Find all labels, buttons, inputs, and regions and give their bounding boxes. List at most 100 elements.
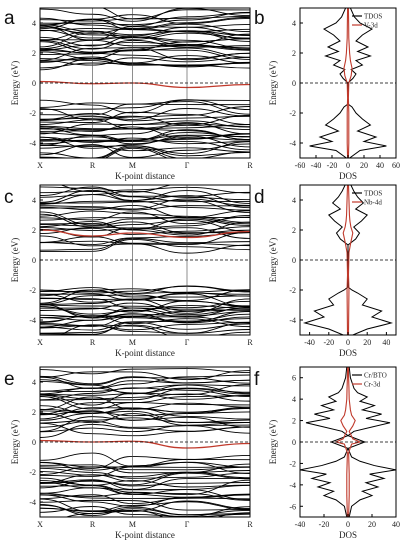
x-tick-label: -20	[327, 161, 338, 170]
band-line	[40, 51, 250, 64]
y-tick-label: -2	[289, 109, 296, 118]
dos-curves	[309, 8, 387, 158]
x-tick-label: R	[90, 161, 96, 170]
y-axis-label: Energy (eV)	[268, 61, 278, 106]
dos-series-cr-bto-up	[346, 367, 396, 517]
x-tick-label: R	[247, 338, 253, 347]
panel-c: -4 -2 0 2 4 X R M Γ R K-point distance Energy (eV) c	[4, 184, 253, 358]
x-tick-label: M	[129, 338, 136, 347]
y-tick-label: -4	[289, 139, 296, 148]
dos-series-v-3d-down	[343, 8, 349, 158]
x-tick-label: M	[129, 520, 136, 529]
x-tick-label: X	[37, 161, 43, 170]
x-tick-label: -40	[311, 161, 322, 170]
y-tick-label: 4	[292, 395, 296, 404]
x-tick-label: R	[247, 520, 253, 529]
y-tick-label: 2	[292, 49, 296, 58]
panel-label: c	[4, 187, 14, 208]
y-tick-label: -4	[29, 498, 36, 507]
y-tick-label: 2	[292, 417, 296, 426]
dos-series-tdos-down	[309, 8, 349, 158]
band-line	[40, 370, 250, 380]
x-axis-label: DOS	[339, 348, 357, 358]
y-axis-label: Energy (eV)	[10, 420, 20, 465]
panel-label: e	[4, 369, 15, 390]
legend-entry: Cr/BTO	[364, 372, 387, 380]
dos-series-tdos-up	[347, 185, 394, 335]
x-tick-label: -20	[323, 338, 334, 347]
dos-series-cr-3d-up	[347, 367, 362, 517]
y-tick-label: -4	[29, 139, 36, 148]
x-tick-label: 0	[346, 161, 350, 170]
panel-label: a	[4, 8, 15, 29]
dos-series-nb-4d-down	[342, 185, 349, 335]
y-axis-label: Energy (eV)	[10, 238, 20, 283]
x-tick-label: 40	[392, 520, 400, 529]
legend-entry: TDOS	[364, 13, 382, 21]
x-tick-label: R	[247, 161, 253, 170]
x-axis-label: K-point distance	[115, 171, 175, 181]
y-tick-label: -6	[289, 502, 296, 511]
x-tick-label: R	[90, 520, 96, 529]
x-tick-label: Γ	[185, 338, 190, 347]
panel-a: -4 -2 0 2 4 X R M Γ R K-point distance Energy (eV) a	[4, 7, 253, 181]
band-line	[40, 205, 250, 218]
band-line	[40, 452, 250, 467]
x-tick-label: Γ	[185, 161, 190, 170]
y-tick-label: 4	[32, 378, 36, 387]
x-tick-label: -40	[304, 338, 315, 347]
legend-entry: V-3d	[364, 22, 378, 30]
y-tick-label: 4	[32, 196, 36, 205]
dos-series-tdos-up	[347, 8, 387, 158]
x-tick-label: 40	[376, 161, 384, 170]
y-tick-label: 4	[32, 19, 36, 28]
panel-label: d	[254, 187, 265, 208]
x-tick-label: 60	[392, 161, 400, 170]
band-lines	[40, 368, 250, 517]
band-line	[40, 318, 250, 331]
x-tick-label: 20	[363, 338, 371, 347]
y-tick-label: -2	[289, 459, 296, 468]
x-tick-label: 40	[382, 338, 390, 347]
y-tick-label: -2	[29, 109, 36, 118]
y-tick-label: 2	[292, 226, 296, 235]
y-tick-label: 2	[32, 408, 36, 417]
x-tick-label: -60	[295, 161, 306, 170]
highlight-band	[40, 80, 250, 89]
band-line	[40, 190, 250, 201]
dos-series-nb-4d-up	[347, 185, 354, 335]
y-tick-label: 4	[292, 19, 296, 28]
legend-entry: Cr-3d	[364, 381, 381, 389]
y-tick-label: 2	[32, 226, 36, 235]
legend-entry: Nb-4d	[364, 199, 382, 207]
y-axis-label: Energy (eV)	[268, 238, 278, 283]
y-tick-label: 0	[292, 256, 296, 265]
band-lines	[40, 185, 250, 335]
y-tick-label: -4	[289, 316, 296, 325]
y-tick-label: -2	[29, 286, 36, 295]
y-tick-label: -2	[29, 468, 36, 477]
dos-series-cr-3d-down	[334, 367, 349, 517]
x-tick-label: Γ	[185, 520, 190, 529]
highlight-band	[40, 229, 250, 239]
y-tick-label: 0	[32, 438, 36, 447]
x-tick-label: X	[37, 520, 43, 529]
x-tick-label: -20	[319, 520, 330, 529]
panel-label: f	[254, 369, 260, 390]
y-tick-label: 0	[292, 79, 296, 88]
y-axis-label: Energy (eV)	[268, 420, 278, 465]
band-line	[40, 198, 250, 210]
dos-series-tdos-down	[302, 185, 349, 335]
x-tick-label: 0	[346, 520, 350, 529]
panel-e: -4 -2 0 2 4 X R M Γ R K-point distance Energy (eV) e	[4, 366, 253, 540]
y-tick-label: 2	[32, 49, 36, 58]
x-tick-label: R	[90, 338, 96, 347]
y-tick-label: 6	[292, 374, 296, 383]
band-line	[40, 375, 250, 385]
